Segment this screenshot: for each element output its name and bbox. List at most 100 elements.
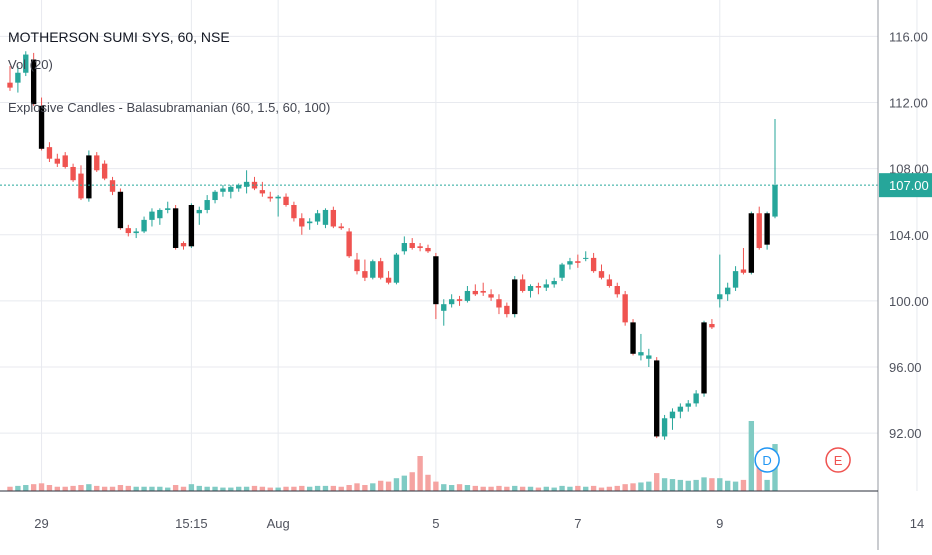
candle-body [165, 208, 171, 210]
volume-bar [543, 486, 549, 491]
volume-bar [614, 485, 620, 491]
candle-body [141, 219, 147, 232]
candle-body [417, 246, 423, 248]
price-tick-label: 104.00 [889, 228, 929, 243]
volume-bar [606, 486, 613, 491]
candle-body [756, 213, 762, 248]
candle-body [488, 294, 494, 298]
candle-body [590, 257, 597, 272]
candles [7, 51, 778, 440]
volume-bar [259, 486, 266, 491]
candle-body [251, 181, 258, 189]
candle-body [23, 54, 29, 73]
candle-body [212, 191, 218, 201]
volume-bar [638, 482, 644, 491]
candle-body [291, 204, 297, 219]
candle-body [393, 254, 400, 283]
candle-body [401, 243, 408, 252]
volume-bar [551, 487, 557, 491]
candle-body [385, 277, 392, 283]
volume-bar [172, 485, 179, 491]
candle-body [7, 82, 13, 88]
candle-body [38, 105, 45, 149]
volume-bar [78, 485, 84, 491]
candle-body [15, 72, 21, 83]
volume-bar [7, 486, 13, 491]
volume-bar [15, 485, 21, 491]
candle-body [283, 196, 289, 205]
volume-bar [480, 486, 486, 491]
candle-body [472, 290, 478, 295]
candle-body [433, 256, 439, 305]
candle-body [575, 261, 581, 263]
time-axis[interactable]: 29 15:15 Aug 5 7 9 14 [34, 516, 924, 531]
price-axis[interactable]: 116.00 112.00 108.00 104.00 100.00 96.00 92.00… [879, 29, 932, 441]
symbol-title[interactable]: MOTHERSON SUMI SYS, 60, NSE [8, 29, 230, 45]
candle-body [519, 279, 526, 291]
volume-bars [7, 421, 778, 491]
volume-bar [30, 484, 37, 491]
candle-body [724, 287, 731, 295]
candle-body [86, 155, 92, 199]
volume-bar [141, 486, 147, 491]
candle-body [567, 261, 573, 265]
volume-legend[interactable]: Vol (20) [8, 57, 53, 72]
candle-body [496, 299, 502, 308]
volume-bar [512, 485, 518, 491]
volume-bar [764, 479, 770, 491]
volume-bar [283, 486, 289, 491]
last-price-label: 107.00 [889, 178, 929, 193]
dividend-badge[interactable] [754, 447, 780, 473]
candle-body [504, 305, 510, 315]
candle-body [322, 209, 329, 225]
candle-body [196, 209, 202, 214]
volume-bar [740, 479, 747, 491]
volume-bar [362, 485, 368, 491]
candle-body [740, 269, 747, 273]
volume-bar [472, 485, 478, 491]
volume-bar [275, 487, 281, 491]
candle-body [669, 411, 676, 419]
earnings-badge[interactable] [825, 447, 851, 473]
volume-bar [149, 486, 155, 491]
volume-bar [393, 478, 400, 491]
candle-body [109, 180, 116, 192]
candle-body [638, 352, 644, 356]
price-tick-label: 96.00 [889, 360, 922, 375]
dividend-badge-label: D [762, 453, 771, 468]
volume-bar [70, 485, 76, 491]
volume-bar [598, 487, 605, 491]
candle-body [661, 418, 668, 437]
volume-bar [724, 480, 731, 491]
candle-body [551, 281, 557, 285]
candle-body [464, 290, 471, 301]
candle-body [614, 286, 620, 295]
candle-body [598, 271, 605, 278]
candle-body [346, 231, 352, 257]
volume-bar [669, 479, 676, 491]
indicator-legend[interactable]: Explosive Candles - Balasubramanian (60,… [8, 100, 331, 115]
candle-body [275, 196, 281, 199]
volume-bar [109, 486, 116, 491]
volume-bar [559, 485, 565, 491]
candle-body [646, 355, 652, 359]
candle-body [307, 221, 313, 224]
candle-body [243, 181, 250, 187]
time-tick-label: 29 [34, 516, 48, 531]
price-tick-label: 112.00 [889, 95, 928, 110]
candle-body [606, 279, 613, 287]
candle-body [441, 304, 447, 311]
price-tick-label: 92.00 [889, 426, 922, 441]
time-tick-label: Aug [267, 516, 290, 531]
volume-bar [590, 485, 597, 491]
candle-body [338, 226, 344, 229]
candle-body [717, 294, 723, 300]
volume-bar [661, 478, 668, 491]
volume-bar [354, 483, 360, 491]
candle-body [583, 257, 589, 259]
candle-body [125, 228, 131, 234]
candle-body [630, 322, 636, 354]
candle-body [314, 213, 321, 222]
volume-bar [709, 478, 715, 491]
